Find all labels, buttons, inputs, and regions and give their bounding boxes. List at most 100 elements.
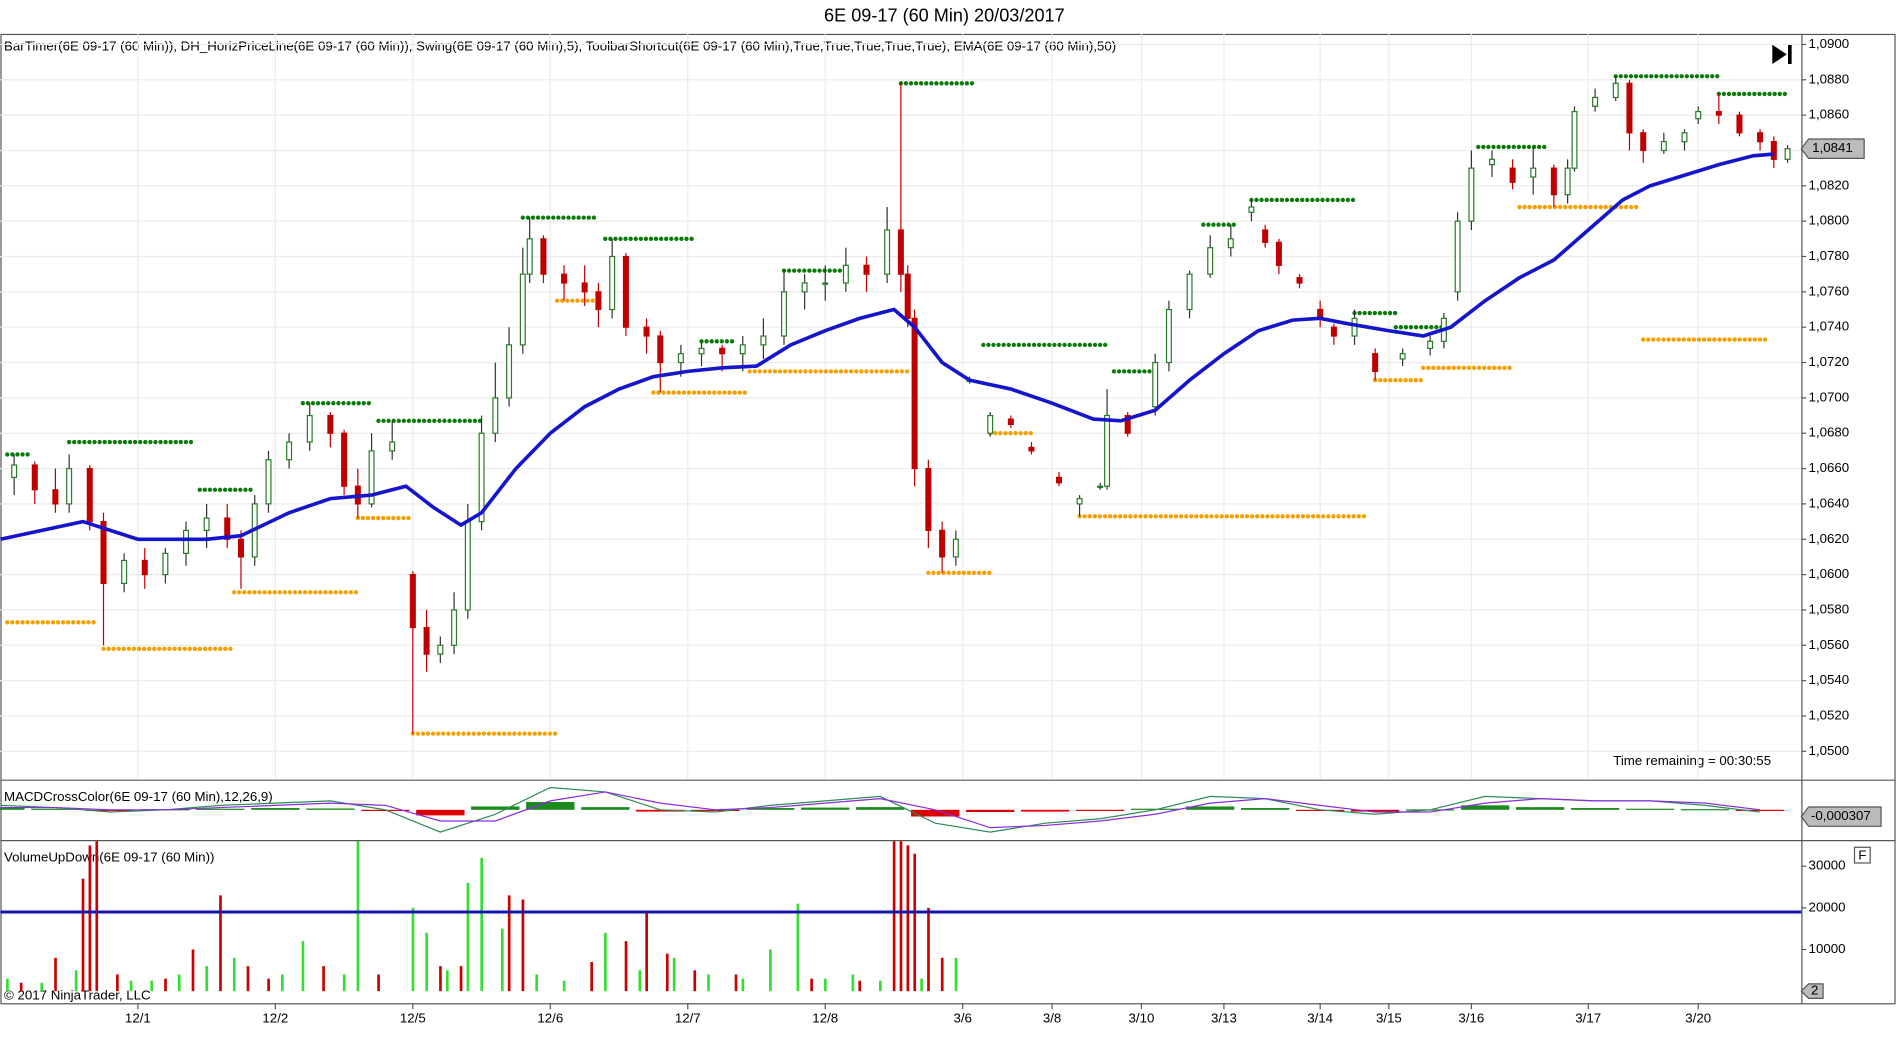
- volume-up-bar: [466, 882, 470, 992]
- indicator-list: BarTimer(6E 09-17 (60 Min)), DH_HorizPri…: [4, 39, 1116, 54]
- candle-body: [1399, 353, 1406, 360]
- volume-down-bar: [665, 953, 669, 992]
- volume-up-bar: [741, 978, 745, 992]
- volume-up-bar: [954, 957, 958, 992]
- candle-body: [327, 414, 334, 434]
- candle-body: [409, 573, 416, 629]
- volume-down-bar: [164, 978, 167, 992]
- candle-body: [657, 335, 664, 364]
- candle-body: [1248, 206, 1255, 213]
- volume-down-bar: [913, 853, 917, 992]
- macd-histogram-bar: [1515, 807, 1565, 810]
- candle-body: [1488, 158, 1496, 166]
- volume-value-label: 2: [1811, 983, 1818, 998]
- macd-histogram-bar: [251, 808, 300, 810]
- candle-body: [1124, 414, 1131, 434]
- x-tick-label: 12/2: [262, 1010, 288, 1025]
- volume-up-bar: [6, 978, 9, 992]
- x-tick-label: 3/8: [1043, 1010, 1061, 1025]
- x-tick-label: 3/20: [1685, 1010, 1711, 1025]
- candle-body: [1152, 361, 1159, 408]
- volume-down-bar: [521, 899, 525, 992]
- candle-body: [842, 264, 849, 284]
- macd-value-marker: [1800, 806, 1882, 827]
- y-tick-label: 1,0820: [1809, 177, 1850, 192]
- candle-body: [1784, 148, 1791, 160]
- volume-up-bar: [425, 932, 429, 992]
- candle-body: [698, 347, 705, 355]
- candle-body: [1736, 114, 1743, 134]
- signal-line: [0, 791, 1761, 829]
- macd-histogram-bar: [911, 809, 960, 817]
- candle-body: [52, 489, 59, 505]
- macd-histogram-bar: [581, 807, 630, 810]
- scroll-end-button[interactable]: [1772, 44, 1792, 65]
- candle-body: [1660, 141, 1667, 152]
- volume-up-bar: [535, 974, 539, 992]
- x-tick-label: 12/8: [812, 1010, 838, 1025]
- volume-value-marker: [1800, 983, 1824, 999]
- candle-body: [31, 464, 38, 491]
- volume-up-bar: [342, 974, 346, 992]
- candle-body: [1757, 132, 1764, 143]
- candle-body: [1695, 110, 1702, 120]
- volume-down-bar: [54, 957, 57, 992]
- volume-up-bar: [177, 974, 181, 992]
- volume-down-bar: [645, 912, 648, 992]
- copyright: © 2017 NinjaTrader, LLC: [4, 987, 151, 1002]
- candle-body: [1770, 141, 1777, 160]
- candle-body: [100, 520, 107, 585]
- candle-body: [780, 291, 788, 337]
- panel-button[interactable]: [1853, 846, 1871, 864]
- volume-down-bar: [940, 957, 944, 992]
- candle-body: [1530, 167, 1537, 178]
- candle-body: [1186, 273, 1193, 311]
- candle-body: [1427, 340, 1434, 350]
- panel-button-label[interactable]: F: [1858, 847, 1866, 862]
- macd-histogram-bar: [196, 808, 245, 810]
- macd-histogram-bar: [31, 808, 80, 810]
- x-tick-label: 3/15: [1376, 1010, 1402, 1025]
- x-tick-label: 3/13: [1211, 1010, 1237, 1025]
- y-tick-label: 1,0520: [1809, 707, 1850, 722]
- volume-down-bar: [219, 895, 222, 992]
- candle-body: [822, 282, 829, 285]
- y-tick-label: 1,0720: [1809, 354, 1850, 369]
- candle-body: [1640, 132, 1647, 152]
- last-price-label: 1,0841: [1812, 140, 1853, 155]
- macd-histogram-bar: [1076, 809, 1125, 812]
- candle-body: [265, 459, 272, 505]
- volume-up-bar: [356, 841, 360, 992]
- y-tick-label: 1,0900: [1809, 36, 1850, 51]
- volume-up-bar: [851, 974, 855, 992]
- last-price-marker: [1800, 138, 1865, 159]
- macd-histogram-bar: [416, 809, 465, 816]
- candle-body: [1262, 229, 1269, 243]
- candle-body: [939, 529, 946, 558]
- candle-body: [1550, 167, 1557, 196]
- macd-histogram-bar: [1570, 808, 1620, 810]
- macd-histogram-bar: [966, 809, 1015, 813]
- volume-down-bar: [693, 970, 697, 992]
- chart-title: 6E 09-17 (60 Min) 20/03/2017: [824, 6, 1065, 26]
- candle-body: [464, 520, 471, 611]
- y-tick-label: 1,0660: [1809, 460, 1850, 475]
- candle-body: [237, 538, 244, 558]
- macd-histogram-bar: [471, 806, 520, 810]
- volume-down-bar: [19, 982, 23, 992]
- candle-body: [1715, 110, 1722, 116]
- volume-down-bar: [116, 974, 119, 992]
- volume-up-bar: [129, 980, 133, 992]
- candle-body: [760, 335, 767, 346]
- candle-body: [341, 432, 348, 487]
- volume-down-bar: [191, 949, 195, 992]
- candle-body: [1372, 353, 1379, 372]
- macd-histogram-bar: [636, 809, 685, 812]
- ema-line: [0, 152, 1774, 542]
- candle-body: [224, 517, 231, 540]
- macd-histogram-bar: [1350, 809, 1400, 812]
- macd-label: MACDCrossColor(6E 09-17 (60 Min),12,26,9…: [4, 789, 273, 804]
- macd-histogram-bar: [1021, 809, 1070, 812]
